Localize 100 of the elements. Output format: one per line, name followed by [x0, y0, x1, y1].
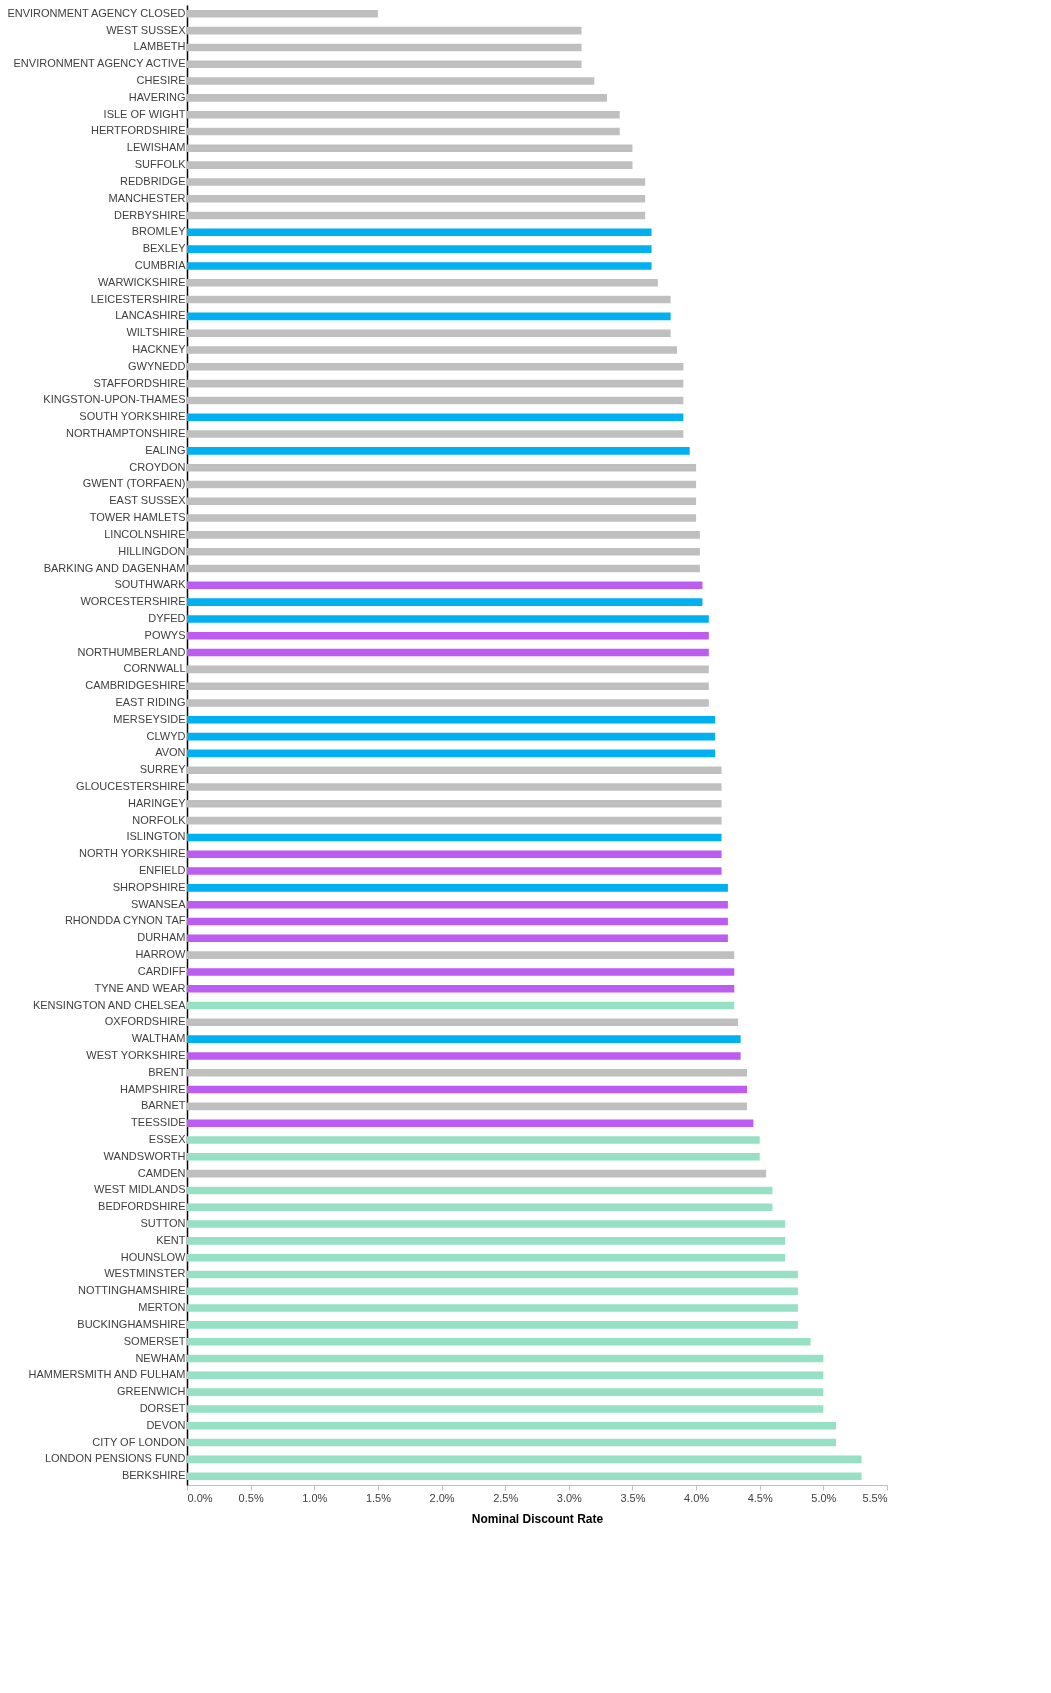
y-tick-label: WORCESTERSHIRE — [80, 595, 186, 608]
bar — [187, 413, 684, 422]
y-tick-label: LONDON PENSIONS FUND — [44, 1452, 186, 1465]
bar — [187, 1068, 747, 1077]
bar — [187, 26, 582, 35]
y-tick-label: NORFOLK — [132, 813, 187, 826]
y-tick-label: BEXLEY — [142, 242, 187, 255]
y-tick-label: CORNWALL — [123, 662, 186, 675]
x-tick-label: 5.5% — [862, 1491, 888, 1504]
y-tick-label: WESTMINSTER — [104, 1267, 186, 1280]
bar — [187, 1253, 786, 1262]
bar — [187, 531, 700, 539]
bar — [187, 497, 697, 506]
bar — [187, 1203, 773, 1212]
y-tick-label: GLOUCESTERSHIRE — [76, 780, 186, 793]
y-tick-label: ENVIRONMENT AGENCY CLOSED — [7, 6, 186, 19]
bar — [187, 581, 703, 590]
y-tick-label: CLWYD — [146, 729, 186, 742]
bar — [187, 1455, 862, 1464]
y-tick-label: WARWICKSHIRE — [98, 275, 186, 288]
bar — [187, 1119, 754, 1127]
bar — [187, 463, 697, 472]
bar — [187, 749, 716, 758]
bar — [187, 850, 722, 859]
bar — [187, 648, 709, 657]
bar — [187, 228, 652, 237]
x-tick-label: 4.0% — [684, 1491, 710, 1504]
bar — [187, 1052, 741, 1060]
bar — [187, 732, 716, 741]
y-tick-label: HAMPSHIRE — [120, 1082, 186, 1095]
bar — [187, 127, 620, 136]
bar — [187, 1421, 837, 1430]
bar — [187, 1035, 741, 1043]
bar — [187, 1304, 798, 1312]
bar — [187, 1321, 798, 1329]
bar — [187, 900, 728, 909]
x-tick-label: 3.5% — [620, 1491, 646, 1504]
y-tick-label: BERKSHIRE — [121, 1469, 186, 1482]
bar — [187, 1186, 773, 1195]
y-tick-label: SWANSEA — [130, 897, 187, 910]
bar — [187, 396, 684, 405]
x-tick-label: 1.0% — [302, 1491, 328, 1504]
bar — [187, 161, 633, 169]
y-tick-label: EAST SUSSEX — [109, 494, 187, 507]
bar — [187, 800, 722, 808]
y-tick-label: LAMBETH — [133, 40, 186, 53]
bar — [187, 329, 671, 337]
y-tick-label: SUTTON — [140, 1217, 186, 1230]
bar — [187, 1270, 798, 1279]
bar — [187, 917, 728, 926]
y-tick-label: AVON — [155, 746, 186, 759]
bar — [187, 1085, 747, 1094]
bar — [187, 766, 722, 774]
y-tick-label: REDBRIDGE — [120, 174, 186, 187]
bar — [187, 60, 582, 69]
bar — [187, 699, 709, 707]
x-tick-label: 5.0% — [811, 1491, 837, 1504]
y-tick-label: HARROW — [135, 948, 187, 961]
y-tick-label: NORTHAMPTONSHIRE — [66, 427, 186, 440]
y-tick-label: SHROPSHIRE — [112, 880, 186, 893]
y-tick-label: LEWISHAM — [126, 141, 186, 154]
bar — [187, 77, 595, 85]
y-tick-label: KENSINGTON AND CHELSEA — [32, 998, 187, 1011]
bar — [187, 716, 716, 724]
y-tick-label: WEST MIDLANDS — [94, 1183, 186, 1196]
bar — [187, 968, 735, 976]
y-tick-label: NOTTINGHAMSHIRE — [77, 1284, 186, 1297]
y-tick-label: WALTHAM — [131, 1032, 186, 1045]
y-tick-label: POWYS — [144, 628, 186, 641]
y-tick-label: ISLE OF WIGHT — [103, 107, 186, 120]
bar — [187, 1438, 837, 1447]
bar — [187, 110, 620, 119]
y-tick-label: CHESIRE — [136, 74, 186, 87]
bar — [187, 1220, 786, 1228]
y-tick-label: ISLINGTON — [126, 830, 186, 843]
bar — [187, 884, 728, 892]
y-tick-label: DEVON — [146, 1418, 186, 1431]
y-tick-label: TEESSIDE — [131, 1116, 186, 1129]
bar — [187, 346, 677, 354]
bar — [187, 615, 709, 623]
y-tick-label: ESSEX — [148, 1133, 187, 1145]
y-tick-label: RHONDDA CYNON TAF — [64, 914, 186, 927]
bar — [187, 984, 735, 993]
bar — [187, 211, 646, 220]
bar — [187, 631, 709, 640]
x-axis-title: Nominal Discount Rate — [471, 1511, 604, 1526]
y-tick-label: GWENT (TORFAEN) — [82, 477, 186, 490]
bar — [187, 1153, 760, 1161]
bar — [187, 547, 700, 556]
y-tick-label: DORSET — [139, 1401, 186, 1414]
y-tick-label: NORTHUMBERLAND — [77, 645, 186, 658]
y-tick-label: BROMLEY — [131, 225, 187, 238]
y-tick-label: HAVERING — [128, 90, 186, 103]
bar — [187, 10, 378, 18]
y-tick-label: SOUTH YORKSHIRE — [79, 410, 186, 423]
y-tick-label: MANCHESTER — [108, 191, 186, 204]
bar — [187, 379, 684, 388]
y-tick-label: DERBYSHIRE — [113, 208, 186, 221]
bar — [187, 312, 671, 321]
x-tick-label: 4.5% — [747, 1491, 773, 1504]
